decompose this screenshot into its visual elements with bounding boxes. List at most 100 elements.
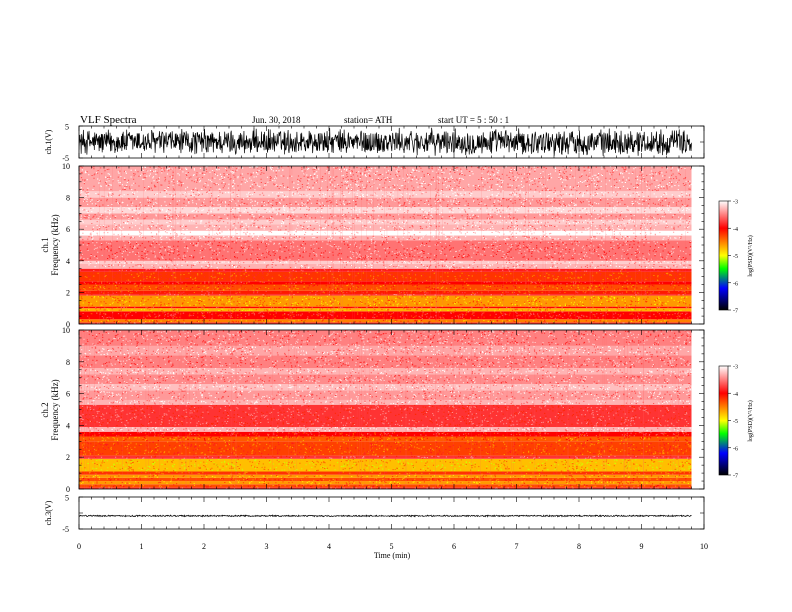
spectral-band xyxy=(79,235,692,241)
frequency-tick-label: 8 xyxy=(66,194,70,203)
spectral-band xyxy=(79,197,692,208)
spectral-speckle xyxy=(88,311,692,320)
spectral-speckle xyxy=(80,355,691,368)
spectral-band xyxy=(79,384,692,391)
spectral-speckle xyxy=(88,264,687,269)
time-tick-label: 10 xyxy=(700,542,708,551)
spectral-speckle xyxy=(87,427,685,432)
ch1-spectrogram-panel: 0 2 4 6 8 10 ch.1 Frequency (kHz) xyxy=(40,162,705,329)
frequency-tick-label: 2 xyxy=(66,288,70,297)
spectral-speckle xyxy=(91,219,691,225)
spectral-speckle xyxy=(93,455,690,459)
time-tick-label: 2 xyxy=(202,542,206,551)
colorbar-tick-label: -5 xyxy=(733,419,738,425)
spectral-band xyxy=(79,224,692,231)
spectral-speckle xyxy=(82,207,684,214)
time-tick-label: 6 xyxy=(452,542,456,551)
colorbar-tick-label: -5 xyxy=(733,254,738,260)
spectral-band xyxy=(79,390,692,400)
frequency-tick-label: 6 xyxy=(66,225,70,234)
spectral-band xyxy=(79,230,692,236)
time-tick-label: 0 xyxy=(77,542,81,551)
spectral-band xyxy=(79,293,692,296)
waveform-line xyxy=(79,514,692,518)
ch1-colorbar-label: log(PSD)(V²/Hz) xyxy=(747,235,754,276)
chart-title: VLF Spectra xyxy=(80,114,137,126)
spectral-speckle xyxy=(85,374,688,384)
colorbar-tick-label: -6 xyxy=(733,446,738,452)
spectral-speckle xyxy=(91,345,679,356)
colorbar-tick-label: -3 xyxy=(733,365,738,371)
spectral-speckle xyxy=(79,191,691,198)
spectral-speckle xyxy=(83,330,692,346)
time-tick-label: 7 xyxy=(515,542,519,551)
spectral-speckle xyxy=(84,368,692,375)
time-tick-label: 1 xyxy=(140,542,144,551)
spectral-speckle xyxy=(80,345,689,356)
spectral-speckle xyxy=(79,260,686,264)
ch1-spectrogram-image xyxy=(79,166,692,324)
time-tick-labels: 0 1 2 3 4 5 6 7 8 9 10 xyxy=(77,542,708,551)
spectral-speckle xyxy=(80,166,692,192)
frequency-tick-label: 4 xyxy=(66,421,70,430)
spectral-band xyxy=(79,295,692,307)
ch1-ytick-bottom: -5 xyxy=(62,154,69,163)
spectral-speckle xyxy=(80,166,692,192)
spectral-band xyxy=(79,207,692,214)
spectral-band xyxy=(79,471,692,475)
date-label: Jun. 30, 2018 xyxy=(252,115,301,125)
spectral-speckle xyxy=(88,308,682,312)
ch1-waveform-ticks xyxy=(78,125,705,159)
ch1-colorbar-gradient xyxy=(718,200,729,311)
frequency-tick-label: 4 xyxy=(66,257,70,266)
spectral-band xyxy=(79,311,692,320)
time-axis-label: Time (min) xyxy=(374,551,411,560)
spectral-speckle xyxy=(79,240,692,261)
spectral-speckle xyxy=(92,224,689,231)
time-tick-label: 3 xyxy=(265,542,269,551)
frequency-tick-label: 2 xyxy=(66,453,70,462)
ch3-waveform-panel: 5 -5 ch.3(V) 0 1 2 3 4 5 6 7 8 9 10 Time (min) xyxy=(44,494,708,561)
spectral-speckle xyxy=(79,207,690,214)
ch3-waveform-ticks xyxy=(78,496,705,530)
spectral-band xyxy=(79,355,692,369)
spectral-speckle xyxy=(80,404,691,427)
spectral-band xyxy=(79,322,692,324)
ch2-frequency-tick-labels: 0 2 4 6 8 10 xyxy=(62,326,70,494)
spectral-band xyxy=(79,404,692,427)
ch1-colorbar: -3 -4 -5 -6 -7 log(PSD)(V²/Hz) xyxy=(718,200,754,315)
spectral-speckle xyxy=(102,264,691,269)
spectral-speckle xyxy=(79,400,686,405)
spectral-band xyxy=(79,484,692,488)
spectral-band xyxy=(79,306,692,309)
spectral-band xyxy=(79,191,692,198)
ch2-colorbar: -3 -4 -5 -6 -7 log(PSD)(V²/Hz) xyxy=(718,365,754,480)
spectral-speckle xyxy=(83,281,686,285)
colorbar-tick-label: -7 xyxy=(733,309,738,315)
spectral-speckle xyxy=(79,197,690,207)
spectral-band xyxy=(79,436,692,442)
spectral-band xyxy=(79,481,692,485)
time-tick-label: 5 xyxy=(390,542,394,551)
ch1-waveform-trace xyxy=(79,127,692,156)
spectral-speckle xyxy=(79,368,692,375)
spectral-speckle xyxy=(81,441,691,456)
ch2-colorbar-gradient xyxy=(718,365,729,476)
colorbar-tick-label: -7 xyxy=(733,474,738,480)
spectral-band xyxy=(79,271,692,282)
spectral-speckle xyxy=(85,384,691,391)
ch2-colorbar-tick-labels: -3 -4 -5 -6 -7 xyxy=(728,365,738,480)
spectral-band xyxy=(79,345,692,356)
spectral-band xyxy=(79,374,692,385)
waveform-line xyxy=(79,127,692,156)
time-tick-label: 9 xyxy=(640,542,644,551)
spectral-speckle xyxy=(80,458,692,472)
frequency-tick-label: 10 xyxy=(62,162,70,171)
ch3-ytick-top: 5 xyxy=(65,494,69,503)
station-label: station= ATH xyxy=(344,115,393,125)
spectral-band xyxy=(79,474,692,478)
colorbar-tick-label: -6 xyxy=(733,281,738,287)
spectral-speckle xyxy=(88,484,670,488)
ch1-frequency-axis-label: Frequency (kHz) xyxy=(50,214,60,275)
